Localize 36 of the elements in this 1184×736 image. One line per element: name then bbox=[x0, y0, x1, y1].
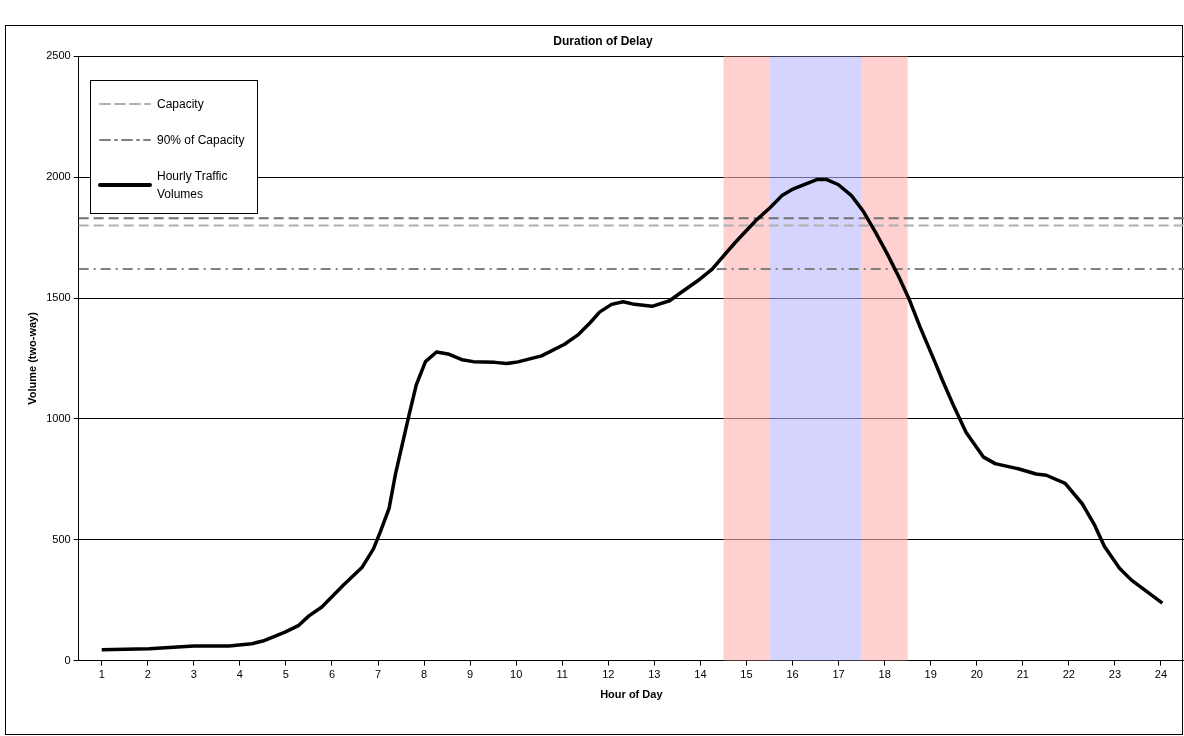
x-tick-label: 14 bbox=[694, 668, 707, 681]
x-tick-label: 7 bbox=[374, 668, 382, 681]
x-tick-label: 15 bbox=[740, 668, 753, 681]
y-tick-label: 2000 bbox=[46, 170, 71, 183]
x-tick-label: 6 bbox=[328, 668, 336, 681]
x-axis-title: Hour of Day bbox=[600, 688, 664, 701]
legend-label: 90% of Capacity bbox=[157, 132, 246, 149]
y-axis-title: Volume (two-way) bbox=[25, 311, 38, 405]
x-tick-label: 16 bbox=[786, 668, 799, 681]
chart-title: Duration of Delay bbox=[553, 33, 653, 48]
x-tick-label: 9 bbox=[467, 668, 474, 681]
x-tick-label: 23 bbox=[1108, 668, 1122, 681]
x-tick-label: 8 bbox=[421, 668, 428, 681]
y-tick-label: 1500 bbox=[46, 291, 71, 304]
x-tick-label: 17 bbox=[832, 668, 845, 681]
x-tick-label: 5 bbox=[282, 668, 289, 681]
legend-label: Capacity bbox=[157, 96, 205, 113]
legend-label: Hourly Traffic Volumes bbox=[157, 168, 229, 203]
y-tick-label: 2500 bbox=[46, 49, 71, 62]
x-tick-label: 2 bbox=[144, 668, 151, 681]
x-tick-label: 12 bbox=[602, 668, 615, 681]
y-tick-label: 500 bbox=[52, 532, 71, 545]
x-tick-label: 3 bbox=[190, 668, 197, 681]
x-tick-label: 1 bbox=[98, 668, 105, 681]
y-tick-label: 1000 bbox=[46, 411, 71, 424]
x-tick-label: 18 bbox=[878, 668, 891, 681]
x-tick-label: 21 bbox=[1016, 668, 1029, 681]
x-tick-label: 24 bbox=[1154, 668, 1168, 681]
x-tick-label: 22 bbox=[1062, 668, 1075, 681]
x-tick-label: 10 bbox=[510, 668, 523, 681]
x-tick-label: 4 bbox=[236, 668, 243, 681]
y-tick-label: 0 bbox=[64, 653, 71, 666]
x-tick-label: 20 bbox=[970, 668, 983, 681]
x-tick-label: 13 bbox=[648, 668, 661, 681]
x-tick-label: 11 bbox=[556, 668, 568, 681]
x-tick-label: 19 bbox=[924, 668, 937, 681]
